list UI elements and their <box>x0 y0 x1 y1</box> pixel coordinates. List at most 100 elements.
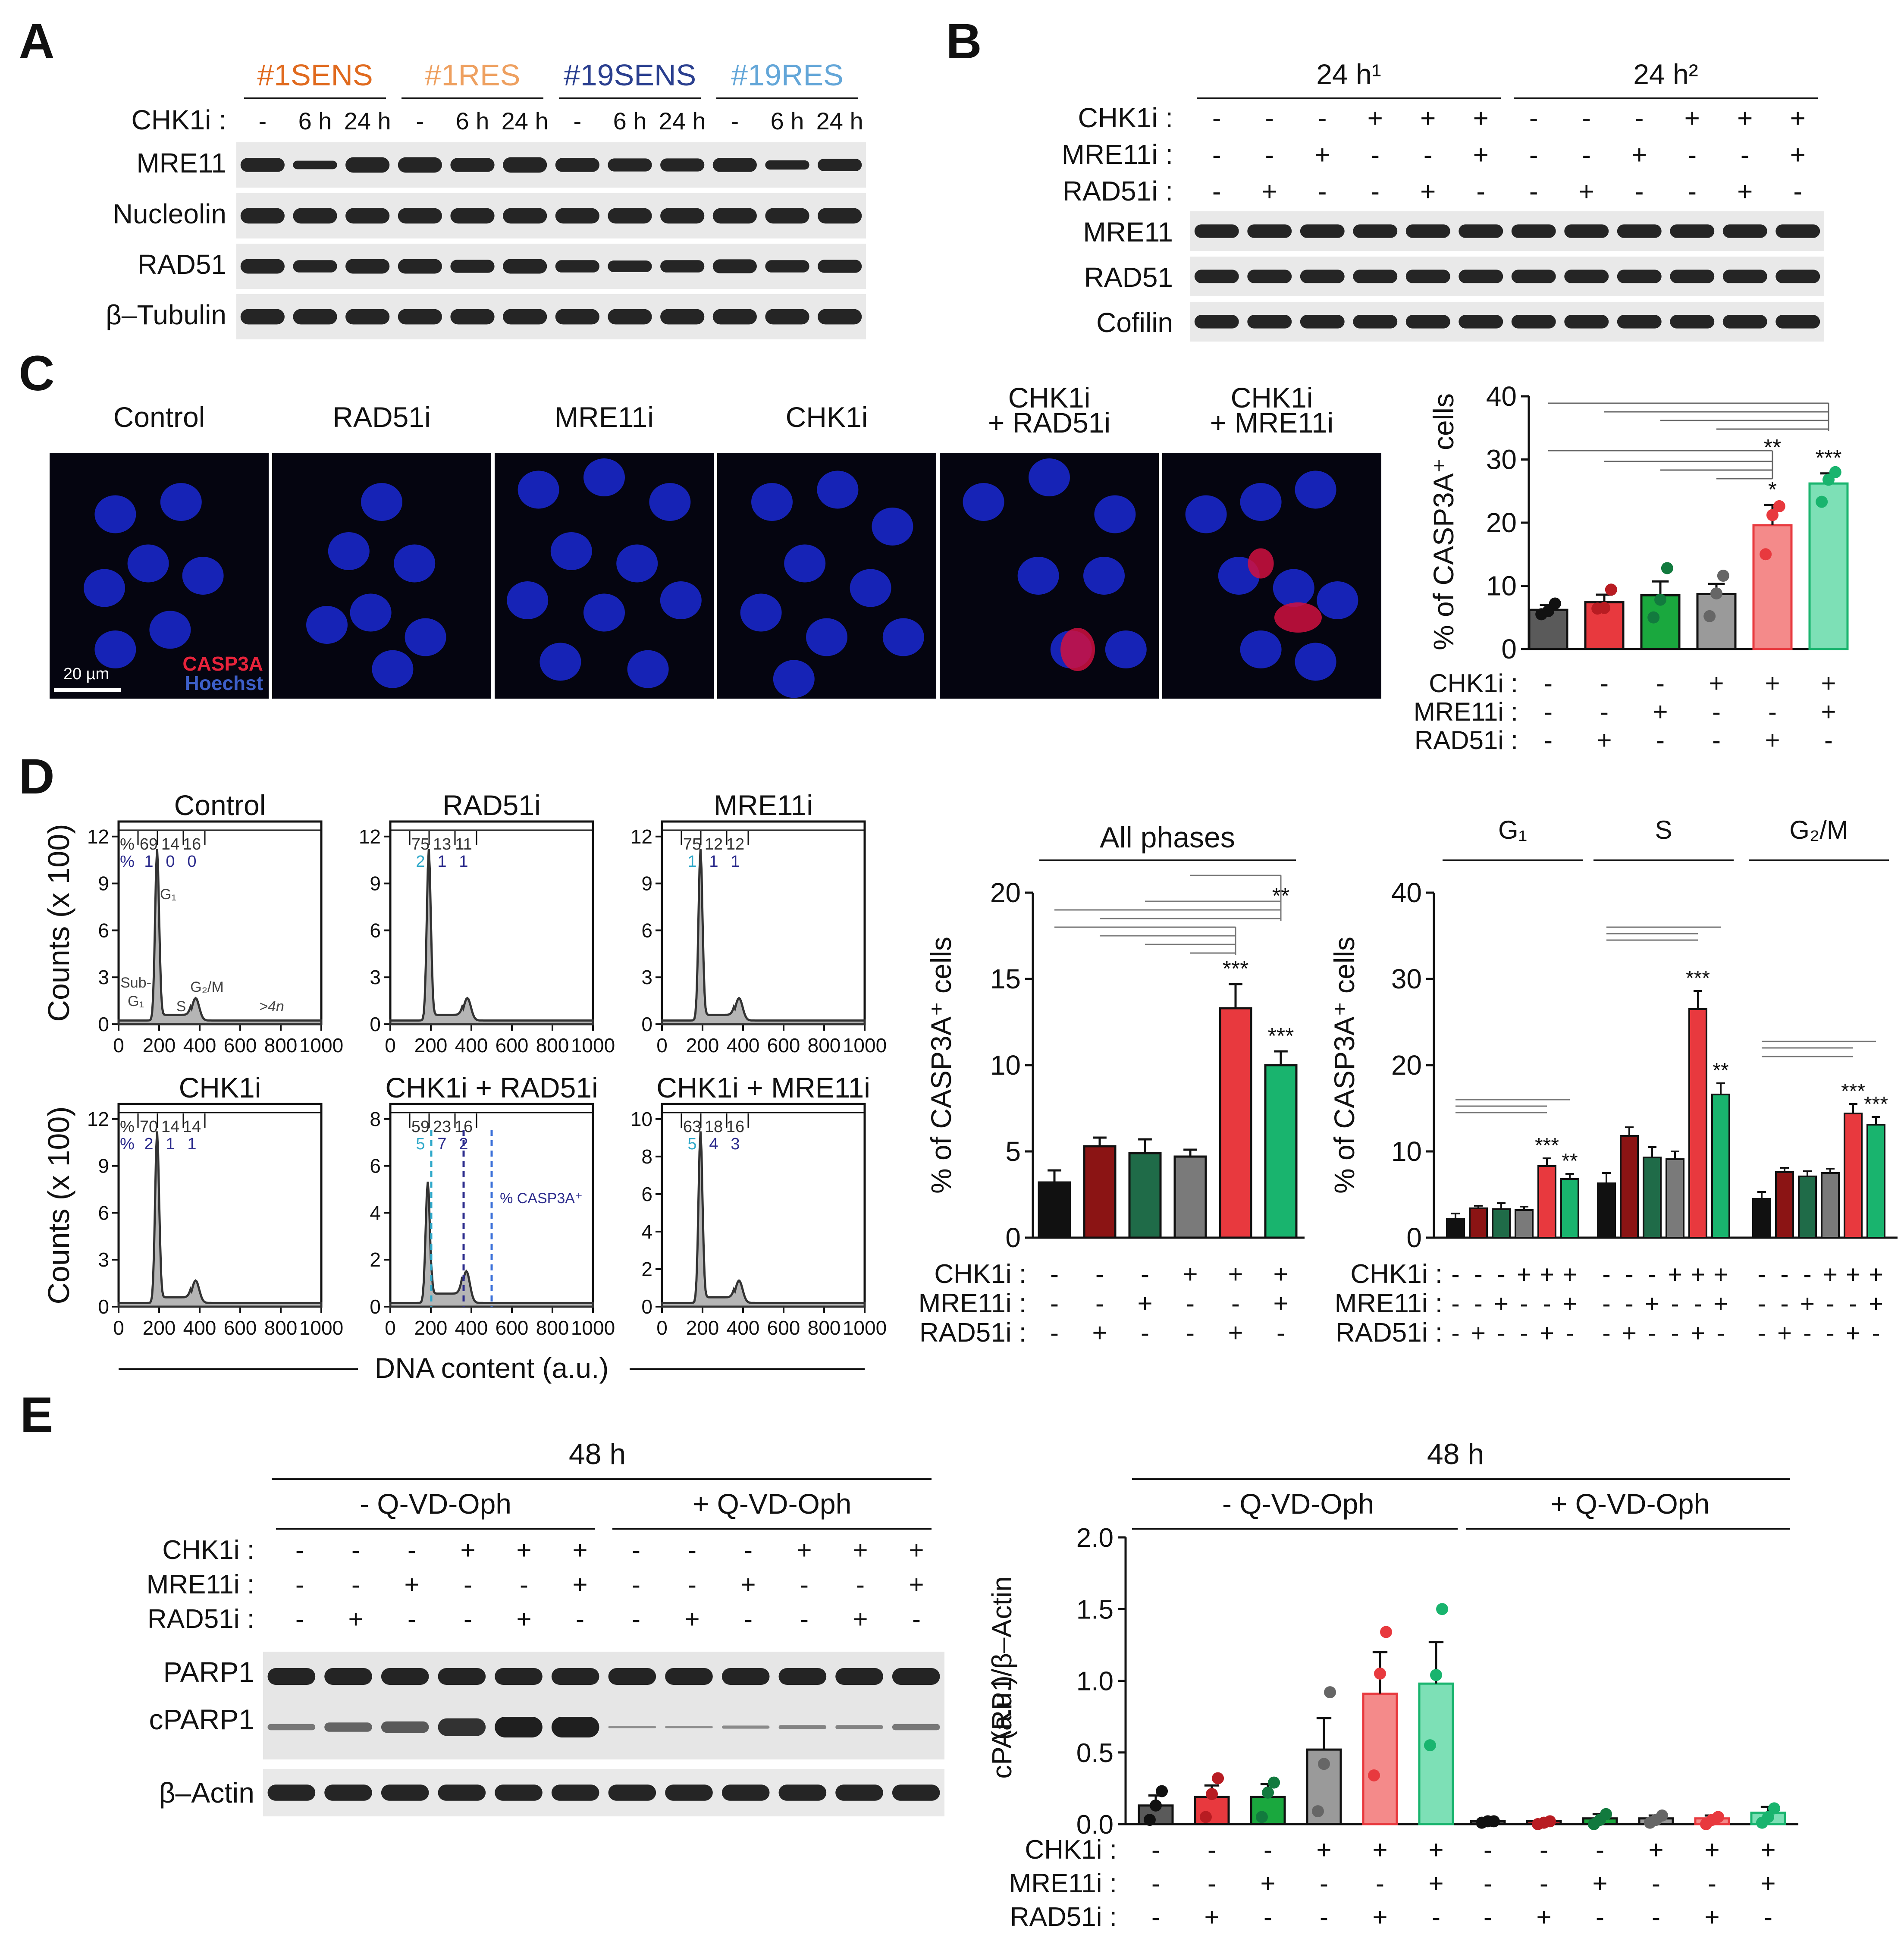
panel-a-lane-label: 24 h <box>344 107 391 135</box>
histogram-x-tick-label: 600 <box>224 1317 257 1339</box>
histogram-x-tick-label: 400 <box>183 1317 216 1339</box>
panel-c-mark: - <box>1656 669 1665 698</box>
histogram-x-tick-label: 200 <box>414 1034 448 1057</box>
panel-e-mark: + <box>909 1536 924 1565</box>
histogram-x-tick-label: 1000 <box>571 1034 615 1057</box>
panel-c-mark: - <box>1544 669 1553 698</box>
panel-e-chart-mark: + <box>1592 1869 1607 1898</box>
histogram-title: CHK1i + RAD51i <box>385 1072 598 1104</box>
panel-b-blot-band <box>1775 224 1820 238</box>
all-phases-mark: + <box>1228 1318 1243 1347</box>
panel-c-chart-data-point <box>1710 587 1722 600</box>
panel-e-chart-mark: + <box>1260 1869 1275 1898</box>
panel-e-chart-data-point <box>1544 1815 1556 1828</box>
phase-chart-bar <box>1597 1182 1616 1239</box>
panel-b-band-label: RAD51 <box>1084 262 1173 293</box>
panel-e-mark: - <box>632 1605 640 1634</box>
phase-chart-bar <box>1798 1176 1817 1239</box>
phase-chart-condition-label: RAD51i : <box>1336 1318 1443 1348</box>
scale-bar-label: 20 µm <box>63 665 109 683</box>
panel-e-chart-group-label: - Q-VD-Oph <box>1222 1488 1374 1520</box>
histogram-x-tick-label: 0 <box>385 1317 396 1339</box>
panel-a-blot-band <box>240 208 285 224</box>
phase-chart-mark: - <box>1565 1319 1574 1347</box>
panel-c-mark: - <box>1712 697 1721 726</box>
panel-b-blot-band <box>1670 315 1715 329</box>
phase-chart-bar <box>1688 1008 1707 1239</box>
histogram-x-tick-label: 600 <box>767 1317 800 1339</box>
panel-e-chart-mark: - <box>1264 1835 1272 1864</box>
histogram-y-tick-label: 6 <box>370 919 381 941</box>
panel-e-chart-mark: - <box>1764 1903 1772 1932</box>
phase-chart-mark: - <box>1602 1319 1610 1347</box>
all-phases-title: All phases <box>1100 821 1235 854</box>
panel-e-blot-cparp1-band <box>608 1726 656 1728</box>
hoechst-nucleus <box>806 618 847 656</box>
histogram-phase-annotation: G₂/M <box>190 979 223 995</box>
panel-e-blot-parp1-band <box>608 1668 656 1685</box>
panel-b-mark: - <box>1265 103 1274 133</box>
panel-e-blot-actin-band <box>778 1784 827 1801</box>
all-phases-chart-bar <box>1083 1145 1117 1239</box>
panel-c-mark: - <box>1544 697 1553 726</box>
panel-a-blot-band <box>345 157 390 173</box>
panel-b-blot-band <box>1670 224 1715 238</box>
panel-e-blot-actin-band <box>892 1784 940 1801</box>
phase-chart-mark: + <box>1645 1290 1659 1318</box>
panel-b-mark: - <box>1793 177 1802 207</box>
panel-b-mark: + <box>1631 140 1647 170</box>
panel-b-blot-band <box>1300 224 1345 238</box>
all-phases-chart-y-tick-label: 15 <box>990 963 1021 994</box>
histogram-y-tick-label: 10 <box>630 1108 652 1130</box>
histogram-y-tick-label: 2 <box>370 1248 381 1271</box>
panel-e-blot-cparp1-band <box>495 1717 543 1737</box>
hoechst-nucleus <box>540 643 581 681</box>
hoechst-nucleus <box>583 593 625 632</box>
panel-a-blot-band <box>712 208 757 224</box>
panel-c-chart-data-point <box>1654 593 1666 606</box>
panel-c-y-axis-label: % of CASP3A⁺ cells <box>1427 393 1459 650</box>
panel-e-condition-label: MRE11i : <box>147 1570 254 1599</box>
panel-e-mark: + <box>404 1570 419 1599</box>
histogram-phase-percent: 12 <box>726 835 744 853</box>
panel-e-chart-data-point <box>1656 1809 1669 1822</box>
panel-c-chart-data-point <box>1717 570 1729 582</box>
hoechst-nucleus <box>361 483 402 521</box>
histogram-x-tick-label: 400 <box>455 1317 488 1339</box>
panel-c-chart-y-tick-label: 20 <box>1486 507 1517 538</box>
panel-a-blot-band <box>450 208 495 224</box>
panel-e-mark: - <box>800 1570 809 1599</box>
hoechst-nucleus <box>1273 569 1314 607</box>
panel-b-blot-band <box>1617 224 1662 238</box>
phase-chart-mark: - <box>1625 1290 1633 1318</box>
phase-chart-bar <box>1643 1157 1662 1239</box>
all-phases-mark: + <box>1273 1289 1288 1318</box>
panel-e-chart-data-point <box>1424 1739 1436 1752</box>
phase-chart-mark: + <box>1713 1290 1728 1318</box>
phase-chart-significance: *** <box>1535 1134 1559 1157</box>
phase-chart-condition-label: CHK1i : <box>1350 1259 1443 1289</box>
phase-chart-y-tick-label: 30 <box>1391 963 1422 994</box>
panel-b-blot-band <box>1405 224 1450 238</box>
panel-a-blot-band <box>555 158 599 172</box>
histogram-x-tick-label: 200 <box>686 1034 719 1057</box>
histogram-casp-percent: 0 <box>166 853 175 871</box>
histogram-phase-annotation: S <box>176 998 186 1015</box>
panel-e-band-label: β–Actin <box>159 1777 254 1809</box>
hoechst-nucleus <box>1017 557 1059 595</box>
panel-e-blot-cparp1-band <box>665 1726 713 1728</box>
panel-a-lane-label: - <box>259 107 267 135</box>
panel-a-blot-band <box>240 309 285 325</box>
all-phases-condition-label: CHK1i : <box>934 1259 1026 1289</box>
histogram-phase-percent: 13 <box>433 835 451 853</box>
histogram-y-tick-label: 0 <box>641 1295 652 1318</box>
panel-e-mark: + <box>572 1570 587 1599</box>
histogram-x-tick-label: 600 <box>496 1034 529 1057</box>
histogram-trace <box>117 1131 323 1308</box>
panel-letter-b: B <box>946 14 982 69</box>
panel-c-mark: - <box>1768 697 1777 726</box>
panel-e-mark: + <box>740 1570 756 1599</box>
panel-e-time-label: 48 h <box>569 1438 626 1471</box>
panel-e-mark: - <box>295 1536 304 1565</box>
